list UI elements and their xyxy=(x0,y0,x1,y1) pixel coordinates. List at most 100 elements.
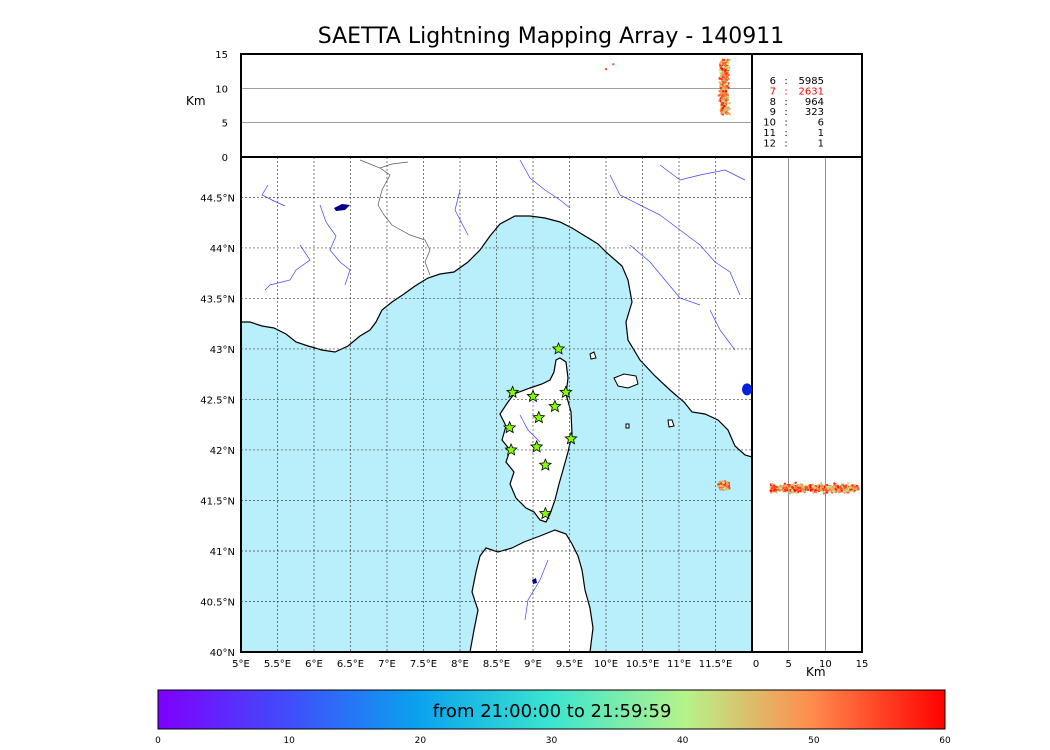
side-source-point xyxy=(795,484,798,487)
alt-source-point xyxy=(720,98,723,101)
small-island xyxy=(625,423,630,429)
corsica-land xyxy=(499,357,573,523)
alt-source-point xyxy=(724,109,727,112)
alt-source-point xyxy=(726,102,729,105)
alt-source-point xyxy=(727,77,730,81)
side-source-point xyxy=(837,488,841,492)
side-source-point xyxy=(783,484,787,487)
river xyxy=(319,204,351,286)
count-separator: : xyxy=(784,107,787,118)
station-star-icon xyxy=(505,385,520,399)
colorbar-gradient xyxy=(157,689,946,730)
alt-source-point xyxy=(720,67,724,70)
river xyxy=(519,159,571,209)
blue-marker-dot xyxy=(742,383,752,396)
alt-source-point xyxy=(724,61,727,65)
alt-source-point xyxy=(725,106,728,109)
colorbar-tick-label: 10 xyxy=(283,736,295,746)
side-source-point xyxy=(769,489,773,493)
count-key: 9 xyxy=(770,107,776,118)
side-source-point xyxy=(814,490,818,494)
alt-source-point xyxy=(726,112,730,115)
lat-alt-x-ticks: 0 5 10 15 xyxy=(753,659,869,670)
alt-source-point xyxy=(726,92,730,96)
count-key: 11 xyxy=(763,128,776,139)
side-source-point xyxy=(806,488,810,492)
count-value: 1 xyxy=(818,138,824,149)
country-border xyxy=(359,159,431,276)
alt-source-point xyxy=(723,104,726,108)
count-value: 5985 xyxy=(799,76,824,87)
side-source-point xyxy=(825,483,829,487)
station-star-icon xyxy=(526,389,540,403)
alt-lon-ylabel: Km xyxy=(186,94,206,108)
count-separator: : xyxy=(784,76,787,87)
alt-source-point xyxy=(720,103,723,106)
lat-alt-xlabel: Km xyxy=(806,665,826,679)
alt-source-point xyxy=(718,69,721,72)
side-source-point xyxy=(809,484,812,488)
side-source-point xyxy=(814,486,817,489)
alt-source-point xyxy=(724,72,728,76)
side-source-point xyxy=(818,488,821,492)
side-x-tick-label: 10 xyxy=(819,659,832,670)
side-x-tick-label: 5 xyxy=(785,659,791,670)
river xyxy=(524,559,549,621)
side-source-point xyxy=(793,488,796,492)
river xyxy=(519,414,541,443)
lightning-source-point xyxy=(719,488,722,491)
station-star-icon xyxy=(559,385,573,399)
side-source-point xyxy=(790,483,793,487)
map-x-tick-label: 7°E xyxy=(378,659,396,670)
alt-source-point xyxy=(728,58,731,62)
map-x-tick-label: 6°E xyxy=(305,659,323,670)
side-source-point xyxy=(783,486,786,490)
river xyxy=(609,174,741,296)
lat-alt-gridlines xyxy=(788,157,826,652)
count-value: 2631 xyxy=(799,86,824,97)
colorbar-tick-label: 0 xyxy=(155,736,161,746)
colorbar-tick-label: 30 xyxy=(546,736,558,746)
map-x-tick-label: 9.5°E xyxy=(556,659,583,670)
alt-source-point xyxy=(724,96,727,99)
side-source-point xyxy=(798,484,802,488)
side-source-point xyxy=(833,482,836,485)
side-source-point xyxy=(833,489,836,493)
colorbar-tick-label: 40 xyxy=(677,736,689,746)
small-island xyxy=(589,351,597,360)
side-source-point xyxy=(782,490,785,493)
map-y-tick-label: 40°N xyxy=(210,648,235,659)
alt-source-point xyxy=(719,88,723,92)
side-source-point xyxy=(787,487,791,490)
side-source-point xyxy=(820,488,823,492)
map-x-tick-label: 11°E xyxy=(667,659,691,670)
alt-lon-panel: 0 5 10 15 Km xyxy=(186,50,753,164)
station-star-icon xyxy=(532,410,546,424)
map-lightning-sources xyxy=(717,479,731,491)
count-separator: : xyxy=(784,86,787,97)
chart-title: SAETTA Lightning Mapping Array - 140911 xyxy=(317,24,785,49)
map-x-tick-label: 9°E xyxy=(524,659,542,670)
alt-source-point xyxy=(720,73,723,76)
alt-outlier-point xyxy=(612,63,615,66)
side-source-point xyxy=(835,485,838,489)
map-x-tick-label: 10°E xyxy=(594,659,618,670)
count-key: 12 xyxy=(763,138,776,149)
river xyxy=(659,164,746,181)
side-source-point xyxy=(812,485,815,488)
side-source-point xyxy=(775,485,778,489)
station-star-icon xyxy=(502,420,517,434)
side-x-tick-label: 15 xyxy=(856,659,869,670)
side-source-point xyxy=(851,489,854,493)
count-key: 8 xyxy=(770,97,776,108)
side-source-point xyxy=(829,485,833,488)
small-island xyxy=(667,419,675,428)
alt-tick-label: 15 xyxy=(215,50,228,61)
side-source-point xyxy=(847,491,850,494)
colorbar-label: from 21:00:00 to 21:59:59 xyxy=(432,701,672,722)
map-y-tick-label: 43°N xyxy=(210,345,235,356)
side-source-point xyxy=(770,491,773,495)
